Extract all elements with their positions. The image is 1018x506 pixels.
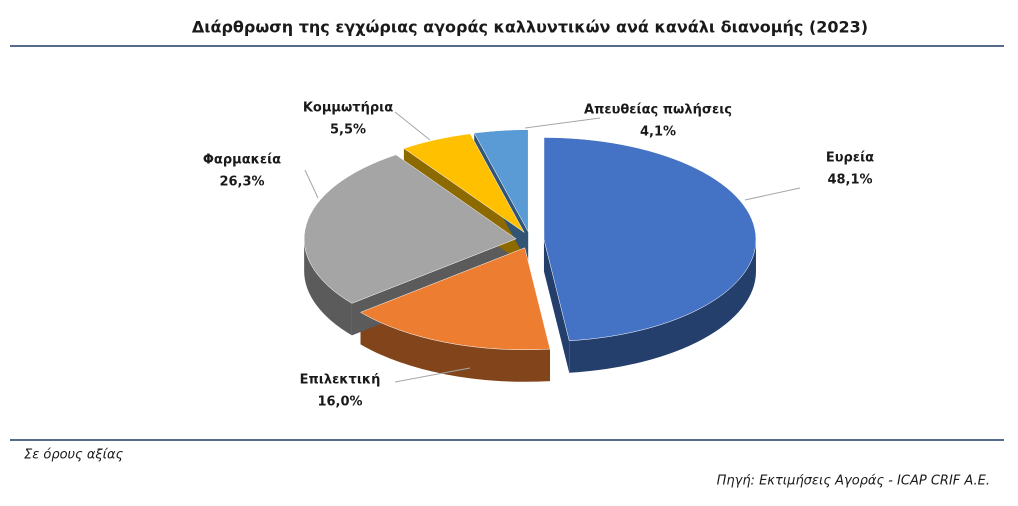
- value-label: 48,1%: [827, 173, 872, 188]
- value-label: 5,5%: [330, 123, 366, 138]
- slice-label: Επιλεκτική: [300, 373, 381, 388]
- value-label: 16,0%: [317, 395, 362, 410]
- slice: [473, 129, 529, 232]
- value-label: 26,3%: [219, 175, 264, 190]
- slice: [403, 133, 525, 233]
- note: Σε όρους αξίας: [24, 448, 124, 463]
- leader-line: [304, 169, 319, 199]
- chart-title: Διάρθρωση της εγχώριας αγοράς καλλυντικώ…: [192, 18, 868, 37]
- leader-line: [394, 111, 431, 141]
- slice-label: Φαρμακεία: [203, 153, 281, 168]
- slice-label: Ευρεία: [826, 151, 874, 166]
- slice: [303, 154, 517, 304]
- leader-line: [394, 367, 471, 383]
- slice-label: Απευθείας πωλήσεις: [584, 103, 732, 118]
- leader-line: [744, 187, 801, 201]
- slice-side: [304, 238, 352, 336]
- slice-side: [543, 239, 570, 373]
- value-label: 4,1%: [640, 125, 676, 140]
- slice-label: Κομμωτήρια: [303, 101, 393, 116]
- leader-line: [524, 117, 601, 129]
- slice: [543, 137, 757, 342]
- source: Πηγή: Εκτιμήσεις Αγοράς - ICAP CRIF A.E.: [717, 474, 990, 489]
- slice: [360, 247, 551, 351]
- slice-side: [360, 312, 551, 382]
- slice-side: [569, 239, 756, 373]
